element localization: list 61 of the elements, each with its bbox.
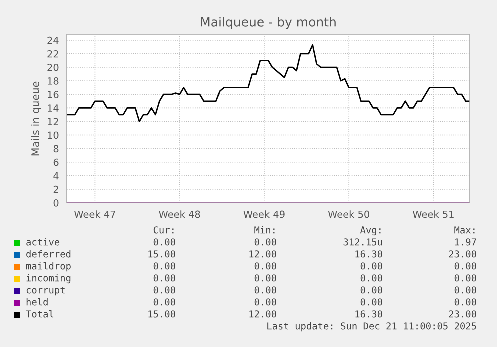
text: Avg: [360,226,381,236]
text: 0.00 [154,238,176,246]
text: 0.00 [454,298,476,306]
y-tick-label: 14 [48,104,59,112]
y-tick-label: 18 [48,78,59,85]
text: 23.00 [449,310,476,318]
text: 15.00 [148,250,176,258]
legend-label: maildrop [26,262,71,272]
text: 16.30 [356,310,382,318]
text: 0.00 [154,286,176,294]
text: 0.00 [254,262,276,270]
text: Cur: [154,226,174,234]
legend-label: incoming [26,274,71,284]
text: 12.00 [250,250,276,258]
legend-label: Total [26,310,54,318]
y-tick-label: 8 [54,145,59,153]
y-axis-title: Mails in queue [31,82,42,156]
y-tick-label: 6 [54,158,59,166]
legend-label: corrupt [26,287,65,296]
y-tick-label: 10 [48,132,59,140]
text: 1.97 [455,238,476,246]
text: 15.00 [148,310,176,318]
x-tick-label: Week 50 [328,210,370,218]
text: 0.00 [360,274,382,282]
text: 23.00 [449,250,476,258]
text: 0.00 [154,274,176,282]
x-tick-label: Week 49 [244,210,285,218]
y-tick-label: 16 [48,91,59,98]
text: 0.00 [454,274,476,282]
line-series [67,44,470,122]
text: 0.00 [154,298,176,306]
text: 0.00 [360,298,382,306]
y-tick-label: 20 [48,64,59,72]
y-tick-label: 0 [54,199,59,207]
text: 0.00 [254,298,276,306]
text: 0.00 [454,262,476,270]
text: 0.00 [154,262,176,270]
x-tick-label: Week 47 [74,210,116,218]
text: 12.00 [250,310,276,318]
text: 16.30 [356,250,382,258]
chart-title: Mailqueue - by month [201,17,336,30]
text: 0.00 [454,286,476,294]
text: 312.15u [344,238,382,246]
y-tick-label: 24 [48,36,59,44]
text: 0.00 [254,286,276,294]
y-tick-label: 2 [54,186,58,194]
x-tick-label: Week 51 [413,210,454,218]
legend-label: deferred [26,250,71,258]
text: 0.00 [360,262,382,270]
y-tick-label: 4 [54,172,59,180]
text: Min: [254,226,275,234]
text: Last update: Sun Dec 21 11:00:05 2025 [268,322,476,332]
text: 0.00 [254,274,276,282]
y-tick-label: 22 [48,50,58,58]
x-tick-label: Week 48 [159,210,200,218]
text: 0.00 [360,286,382,294]
legend-label: active [26,238,60,246]
text: Max: [454,226,475,234]
text: 0.00 [254,238,276,246]
y-tick-label: 12 [48,118,58,126]
legend-label: held [26,298,48,306]
